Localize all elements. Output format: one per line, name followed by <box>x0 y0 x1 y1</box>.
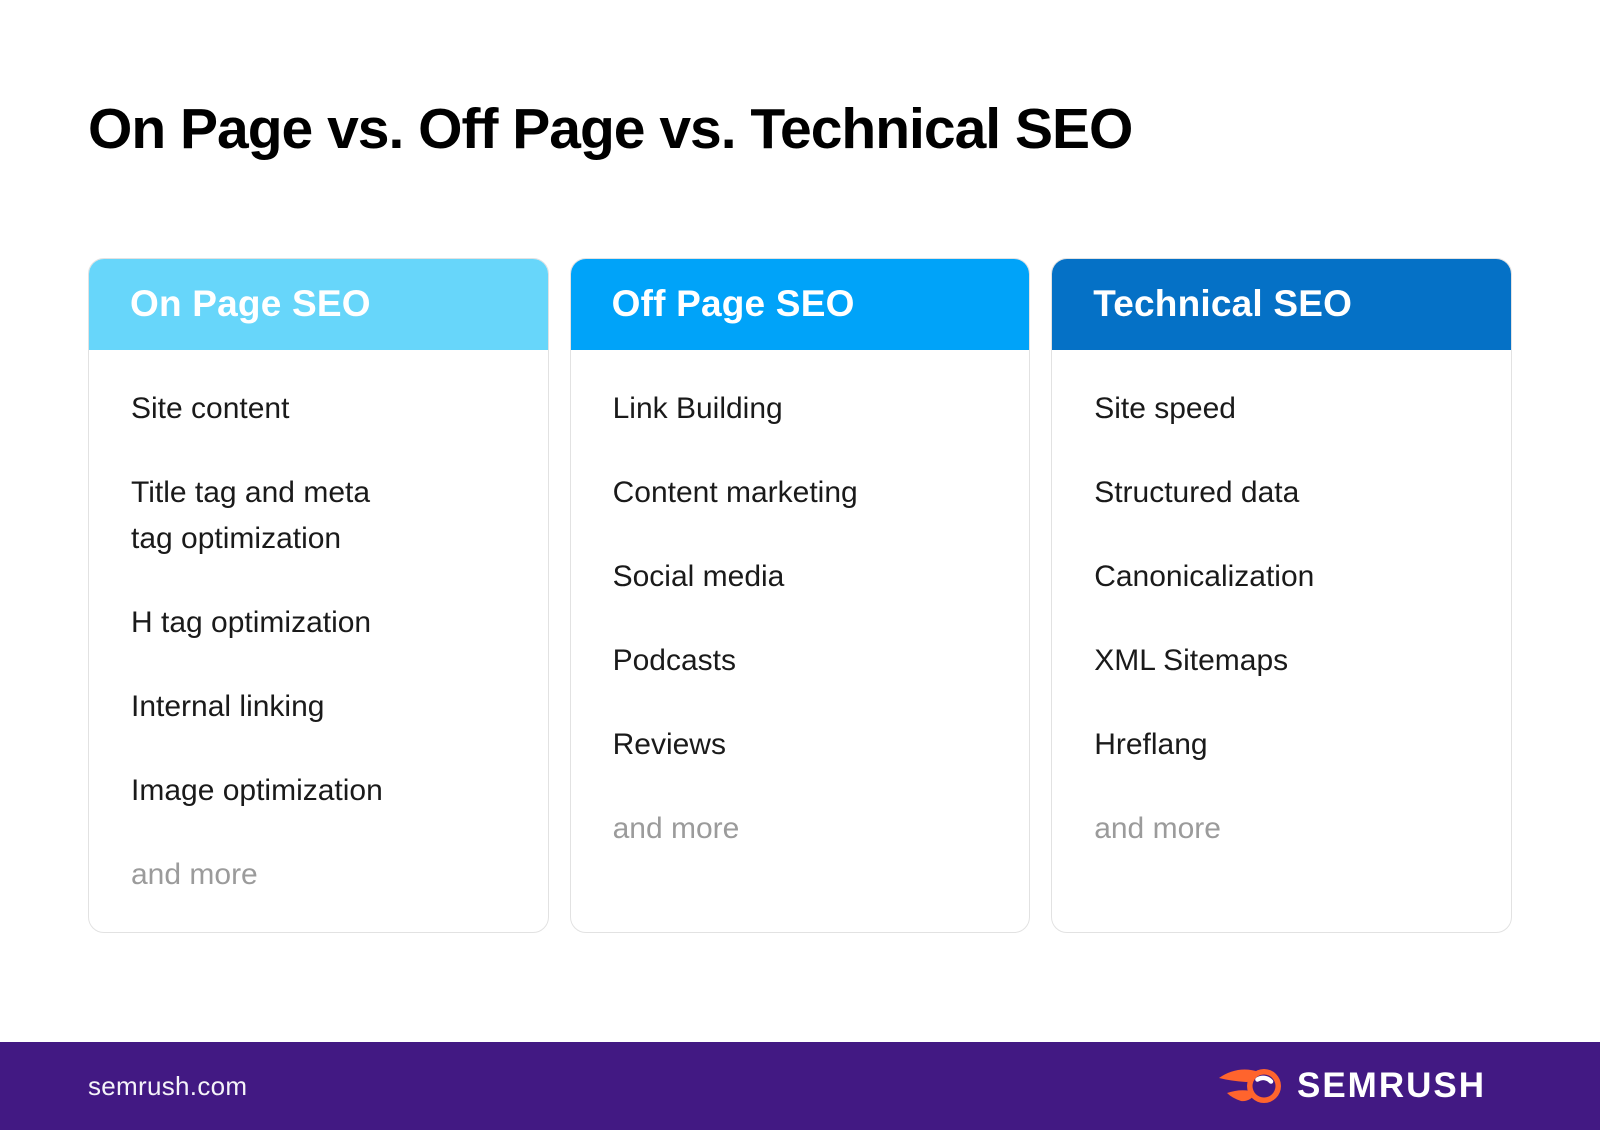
list-item: Title tag and meta tag optimization <box>131 476 371 555</box>
seo-comparison-columns: On Page SEO Site content Title tag and m… <box>88 258 1512 933</box>
card-header-technical-seo: Technical SEO <box>1052 259 1511 350</box>
list-item: Canonicalization <box>1094 560 1315 593</box>
list-item-and-more: and more <box>1094 812 1221 845</box>
footer-website-text: semrush.com <box>88 1070 248 1101</box>
card-off-page-seo: Off Page SEO Link Building Content marke… <box>569 258 1031 933</box>
card-on-page-seo: On Page SEO Site content Title tag and m… <box>88 258 549 933</box>
list-item: Hreflang <box>1094 728 1208 761</box>
list-item: Site speed <box>1094 392 1236 425</box>
semrush-comet-icon <box>1218 1069 1281 1103</box>
page-title: On Page vs. Off Page vs. Technical SEO <box>88 97 1133 161</box>
card-list-technical-seo: Site speed Structured data Canonicalizat… <box>1052 350 1511 890</box>
list-item: XML Sitemaps <box>1094 644 1289 677</box>
list-item: H tag optimization <box>131 606 372 639</box>
card-list-on-page-seo: Site content Title tag and meta tag opti… <box>89 350 548 932</box>
main-content: On Page vs. Off Page vs. Technical SEO O… <box>88 97 1512 933</box>
footer-bar: semrush.com SEMRUSH <box>0 1042 1600 1130</box>
card-header-off-page-seo: Off Page SEO <box>570 259 1030 350</box>
list-item: Link Building <box>612 392 783 425</box>
card-technical-seo: Technical SEO Site speed Structured data… <box>1051 258 1512 933</box>
card-list-off-page-seo: Link Building Content marketing Social m… <box>571 350 1030 890</box>
card-header-on-page-seo: On Page SEO <box>88 259 548 350</box>
list-item-and-more: and more <box>612 812 740 845</box>
semrush-logo: SEMRUSH <box>1218 1061 1486 1111</box>
semrush-wordmark: SEMRUSH <box>1296 1066 1486 1105</box>
list-item: Internal linking <box>131 690 325 723</box>
list-item: Reviews <box>612 728 726 761</box>
list-item: Content marketing <box>612 476 858 509</box>
list-item: Site content <box>131 392 290 425</box>
list-item-and-more: and more <box>131 858 258 891</box>
card-header-label: Technical SEO <box>1093 283 1353 324</box>
list-item: Podcasts <box>612 644 736 677</box>
card-header-label: On Page SEO <box>130 283 371 324</box>
list-item: Social media <box>612 560 785 593</box>
list-item: Structured data <box>1094 476 1300 509</box>
card-header-label: Off Page SEO <box>611 283 855 324</box>
list-item: Image optimization <box>131 774 383 807</box>
